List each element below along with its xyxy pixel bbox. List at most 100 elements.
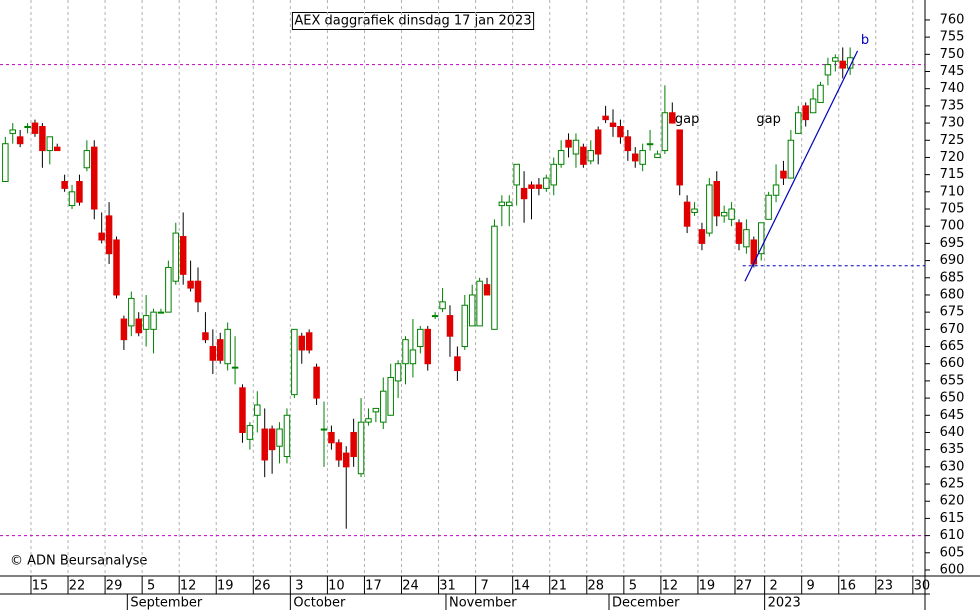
y-tick-label: 630 xyxy=(940,459,965,474)
candle-body xyxy=(580,146,587,165)
y-tick-label: 715 xyxy=(940,167,965,182)
month-label: October xyxy=(293,596,346,611)
candle-body xyxy=(372,407,380,413)
candle-body xyxy=(224,328,231,365)
candle-body xyxy=(187,280,194,289)
candle-body xyxy=(506,201,513,207)
candle-body xyxy=(254,404,261,416)
candle-body xyxy=(394,363,402,382)
candle-body xyxy=(683,201,691,227)
y-tick-label: 745 xyxy=(940,64,965,79)
candle-body xyxy=(135,318,142,334)
x-tick-label: 31 xyxy=(439,579,456,594)
candle-body xyxy=(328,431,335,444)
x-tick-label: 14 xyxy=(513,579,530,594)
candle-body xyxy=(417,328,424,348)
candle-body xyxy=(105,215,113,255)
candle-body xyxy=(572,139,580,155)
y-tick-label: 620 xyxy=(940,494,965,509)
y-tick-label: 605 xyxy=(940,545,965,560)
candle-body xyxy=(83,150,91,169)
candle-body xyxy=(261,428,268,461)
y-tick-label: 675 xyxy=(940,305,965,320)
y-tick-label: 645 xyxy=(940,408,965,423)
candle-body xyxy=(602,115,609,121)
x-tick-label: 16 xyxy=(839,579,856,594)
candle-body xyxy=(157,311,165,314)
y-tick-label: 740 xyxy=(940,81,965,96)
candle-body xyxy=(483,284,491,296)
candle-body xyxy=(528,184,535,189)
candle-body xyxy=(780,170,787,179)
x-tick-label: 29 xyxy=(106,579,123,594)
month-label: November xyxy=(449,596,517,611)
y-tick-label: 680 xyxy=(940,287,965,302)
candle-body xyxy=(809,98,817,114)
x-tick-label: 19 xyxy=(699,579,716,594)
candle-body xyxy=(39,126,46,152)
candle-body xyxy=(357,421,365,475)
candle-body xyxy=(743,229,750,248)
y-tick-label: 735 xyxy=(940,98,965,113)
candle-body xyxy=(735,222,743,244)
month-label: December xyxy=(612,596,680,611)
y-tick-label: 665 xyxy=(940,339,965,354)
candle-body xyxy=(53,146,61,152)
candle-body xyxy=(757,222,765,255)
candle-body xyxy=(698,229,706,244)
candle-body xyxy=(194,280,202,303)
x-tick-label: 10 xyxy=(328,579,345,594)
candle-body xyxy=(513,163,520,186)
candle-body xyxy=(713,181,721,217)
x-tick-label: 12 xyxy=(662,579,679,594)
x-tick-label: 22 xyxy=(69,579,86,594)
y-tick-label: 660 xyxy=(940,356,965,371)
y-tick-label: 685 xyxy=(940,270,965,285)
candle-body xyxy=(468,294,476,327)
x-tick-label: 17 xyxy=(365,579,382,594)
x-tick-label: 9 xyxy=(807,579,815,594)
candle-body xyxy=(216,339,224,361)
candle-body xyxy=(24,126,31,129)
candle-body xyxy=(209,346,217,361)
y-tick-label: 635 xyxy=(940,442,965,457)
candle-body xyxy=(409,349,417,365)
candle-body xyxy=(431,315,439,318)
y-tick-label: 725 xyxy=(940,133,965,148)
candle-body xyxy=(787,139,795,179)
candle-body xyxy=(824,64,832,76)
x-tick-label: 21 xyxy=(550,579,567,594)
y-tick-label: 710 xyxy=(940,184,965,199)
candle-body xyxy=(439,301,446,310)
candle-body xyxy=(91,146,98,210)
candle-body xyxy=(631,153,639,162)
candle-body xyxy=(350,431,357,458)
candle-body xyxy=(461,304,469,348)
candle-body xyxy=(624,136,632,152)
x-tick-label: 30 xyxy=(914,579,931,594)
candle-body xyxy=(594,129,602,155)
candle-body xyxy=(706,184,713,234)
candle-body xyxy=(720,211,728,217)
candle-body xyxy=(535,184,543,189)
candle-body xyxy=(380,390,387,423)
candle-body xyxy=(9,129,16,134)
candle-body xyxy=(276,428,283,447)
y-tick-label: 755 xyxy=(940,30,965,45)
candle-body xyxy=(728,208,735,220)
x-tick-label: 28 xyxy=(588,579,605,594)
candle-body xyxy=(765,194,772,220)
candle-body xyxy=(128,297,135,327)
candle-body xyxy=(305,332,313,351)
x-tick-label: 24 xyxy=(402,579,419,594)
candle-body xyxy=(342,452,350,468)
y-tick-label: 655 xyxy=(940,373,965,388)
candle-body xyxy=(646,143,654,146)
candle-body xyxy=(113,239,120,296)
candle-body xyxy=(676,129,683,186)
x-tick-label: 5 xyxy=(147,579,155,594)
y-tick-label: 730 xyxy=(940,116,965,131)
candle-body xyxy=(661,112,669,152)
x-tick-label: 23 xyxy=(877,579,894,594)
y-tick-label: 760 xyxy=(940,12,965,27)
